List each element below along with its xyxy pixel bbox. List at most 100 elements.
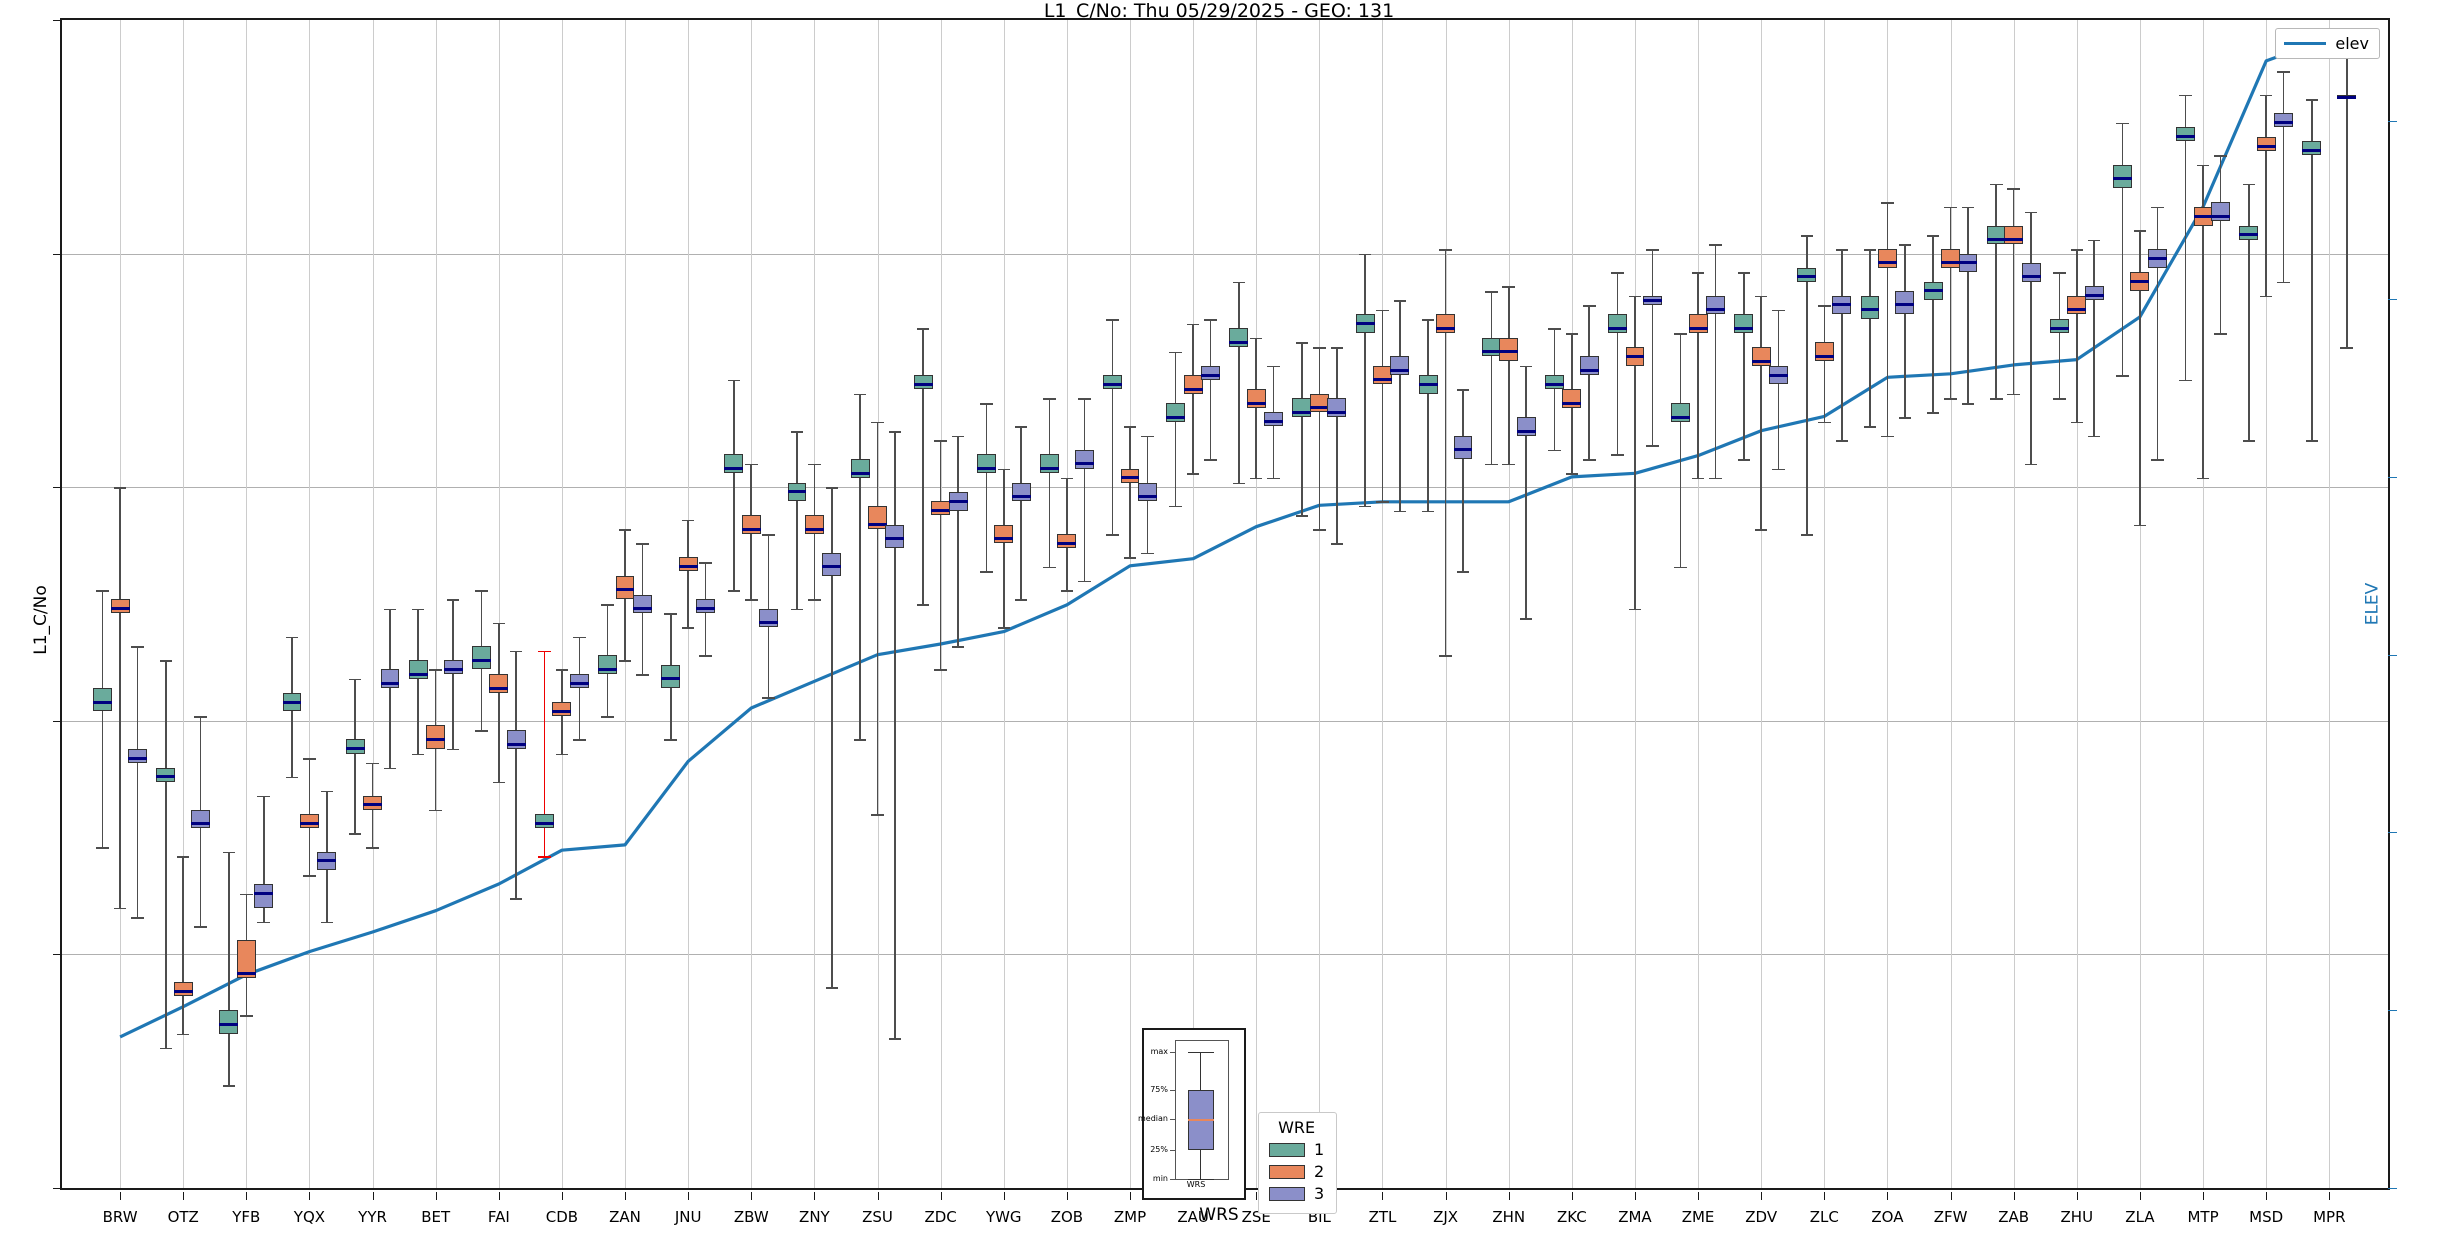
x-tick-mark xyxy=(1571,1192,1573,1200)
boxplot-whisker xyxy=(2030,211,2032,464)
boxplot-median xyxy=(1246,401,1266,405)
boxplot-whisker xyxy=(1301,342,1303,516)
boxplot-box-wre-3 xyxy=(506,730,526,749)
boxplot-max-cap xyxy=(1835,248,1848,251)
x-tick-label-yfb: YFB xyxy=(232,1208,261,1226)
boxplot-min-cap xyxy=(808,599,821,601)
y-tick-mark-right xyxy=(2388,654,2397,656)
y-tick-mark-left xyxy=(53,487,62,489)
boxplot-min-cap xyxy=(573,739,586,742)
boxplot-max-cap xyxy=(681,519,695,522)
boxplot-median xyxy=(913,382,933,386)
wre-legend-item-3[interactable]: 3 xyxy=(1269,1184,1324,1203)
boxplot-max-cap xyxy=(664,613,677,615)
y-tick-mark-left xyxy=(53,1188,62,1189)
boxplot-median xyxy=(426,737,446,741)
boxplot-min-cap xyxy=(1565,473,1579,475)
boxplot-max-cap xyxy=(1990,183,2003,186)
boxplot-max-cap xyxy=(1078,398,1091,401)
boxplot-max-cap xyxy=(745,463,758,466)
inset-max-cap xyxy=(1188,1052,1214,1054)
boxplot-min-cap xyxy=(429,809,442,812)
boxplot-min-cap xyxy=(1393,510,1407,513)
boxplot-median xyxy=(380,681,400,685)
x-tick-label-otz: OTZ xyxy=(167,1208,199,1226)
boxplot-min-cap xyxy=(492,781,506,784)
boxplot-median xyxy=(1292,410,1312,414)
boxplot-median xyxy=(1895,303,1915,307)
boxplot-min-cap xyxy=(1106,533,1119,536)
boxplot-median xyxy=(804,527,824,531)
boxplot-box-wre-2 xyxy=(489,674,509,693)
boxplot-median xyxy=(254,892,274,896)
boxplot-min-cap xyxy=(1898,417,1912,419)
boxplot-max-cap xyxy=(1485,290,1498,293)
x-tick-mark xyxy=(2266,1192,2268,1200)
boxplot-median xyxy=(236,971,256,975)
boxplot-median xyxy=(1057,541,1077,545)
boxplot-min-cap xyxy=(1204,459,1217,461)
gridline xyxy=(1508,20,1510,1188)
gridline xyxy=(2076,20,2078,1188)
boxplot-min-cap xyxy=(1421,510,1435,513)
boxplot-whisker xyxy=(1679,333,1682,567)
boxplot-min-cap xyxy=(745,599,758,601)
boxplot-max-cap xyxy=(2151,206,2164,209)
boxplot-box-wre-2 xyxy=(1814,342,1834,362)
boxplot-whisker xyxy=(1904,244,1906,418)
boxplot-max-cap xyxy=(1646,248,1659,251)
boxplot-median xyxy=(2176,135,2196,139)
boxplot-max-cap xyxy=(2087,239,2101,242)
boxplot-median xyxy=(2084,294,2104,298)
boxplot-whisker xyxy=(2202,164,2204,478)
boxplot-max-cap xyxy=(951,435,965,438)
boxplot-max-cap xyxy=(871,421,884,424)
boxplot-box-wre-1 xyxy=(1229,328,1249,348)
boxplot-box-wre-2 xyxy=(1309,393,1329,413)
boxplot-max-cap xyxy=(1204,319,1217,321)
boxplot-whisker xyxy=(1995,183,1998,399)
inset-label-25: 25% xyxy=(1150,1145,1168,1154)
wre-legend[interactable]: WRE 1 2 3 xyxy=(1258,1112,1338,1214)
boxplot-max-cap xyxy=(2305,99,2319,102)
boxplot-box-wre-1 xyxy=(1671,403,1691,422)
wre-legend-title: WRE xyxy=(1278,1118,1316,1137)
gridline xyxy=(751,20,753,1188)
boxplot-max-cap xyxy=(1169,351,1182,354)
boxplot-whisker xyxy=(1427,319,1429,511)
boxplot-min-cap xyxy=(1691,477,1705,480)
inset-median-line xyxy=(1188,1119,1214,1121)
y-tick-mark-right xyxy=(2388,1188,2397,1189)
x-tick-label-zhn: ZHN xyxy=(1492,1208,1526,1226)
boxplot-max-cap xyxy=(2179,94,2192,97)
boxplot-min-cap xyxy=(1169,505,1182,508)
boxplot-box-wre-3 xyxy=(191,809,211,829)
boxplot-median xyxy=(363,803,382,807)
x-tick-mark xyxy=(1382,1192,1384,1200)
y-tick-mark-left xyxy=(53,20,62,21)
boxplot-max-cap xyxy=(1141,435,1154,438)
boxplot-max-cap xyxy=(1502,286,1515,288)
wre-legend-item-1[interactable]: 1 xyxy=(1269,1140,1324,1159)
x-tick-label-msd: MSD xyxy=(2249,1208,2284,1226)
elev-legend[interactable]: elev xyxy=(2275,28,2380,59)
boxplot-whisker xyxy=(1616,272,1619,455)
boxplot-median xyxy=(128,756,147,760)
wre-legend-item-2[interactable]: 2 xyxy=(1269,1162,1324,1181)
boxplot-median xyxy=(1201,373,1220,377)
gridline xyxy=(1887,20,1889,1188)
boxplot-whisker xyxy=(1949,206,1952,399)
x-tick-label-mpr: MPR xyxy=(2313,1208,2346,1226)
x-tick-label-fai: FAI xyxy=(487,1208,510,1226)
boxplot-max-cap xyxy=(573,636,586,639)
boxplot-median xyxy=(2256,144,2276,148)
boxplot-whisker xyxy=(831,487,833,988)
boxplot-min-cap xyxy=(2151,459,2164,461)
boxplot-box-wre-1 xyxy=(661,664,681,689)
boxplot-min-cap xyxy=(366,846,379,849)
boxplot-median xyxy=(173,990,193,994)
boxplot-min-cap xyxy=(1754,529,1768,531)
boxplot-box-wre-3 xyxy=(254,884,274,908)
boxplot-max-cap xyxy=(222,851,236,854)
